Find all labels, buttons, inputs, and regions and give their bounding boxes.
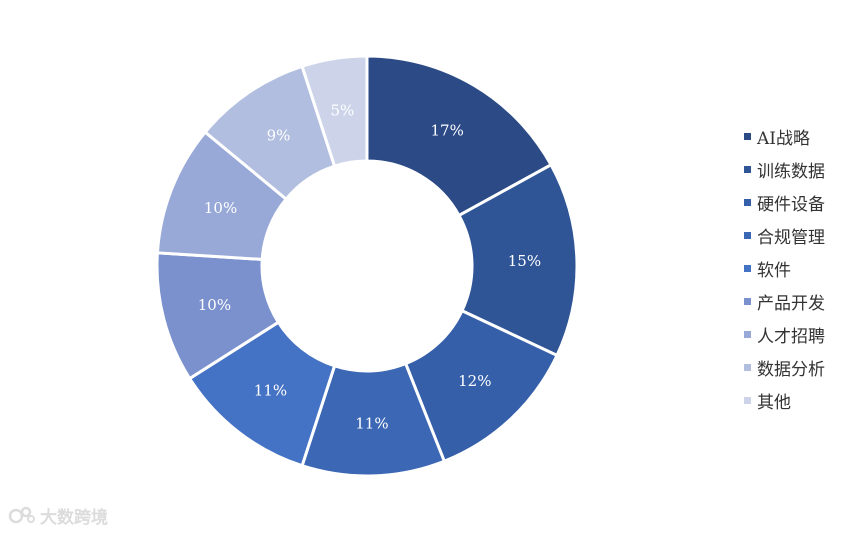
legend-label: 产品开发	[757, 294, 825, 314]
legend-item: 训练数据	[744, 153, 825, 186]
legend-item: 数据分析	[744, 351, 825, 384]
legend-label: 训练数据	[757, 162, 825, 182]
legend-label: 合规管理	[757, 228, 825, 248]
watermark: 大数跨境	[8, 503, 108, 528]
watermark-text: 大数跨境	[40, 508, 108, 528]
slice-data-label: 10%	[198, 296, 231, 314]
legend-item: 其他	[744, 384, 825, 417]
donut-slice	[365, 54, 554, 218]
slice-data-label: 9%	[267, 127, 291, 145]
legend-swatch	[744, 133, 751, 140]
slice-data-label: 5%	[330, 101, 354, 119]
legend-item: 人才招聘	[744, 318, 825, 351]
legend-swatch	[744, 298, 751, 305]
legend-swatch	[744, 265, 751, 272]
slice-data-label: 12%	[458, 372, 491, 390]
legend-item: 合规管理	[744, 219, 825, 252]
legend-swatch	[744, 199, 751, 206]
legend-item: 硬件设备	[744, 186, 825, 219]
legend-item: 产品开发	[744, 285, 825, 318]
legend-label: 人才招聘	[757, 327, 825, 347]
slice-data-label: 17%	[431, 121, 464, 139]
watermark-logo-icon	[8, 506, 35, 523]
legend-label: 数据分析	[757, 360, 825, 380]
legend-label: 其他	[757, 393, 791, 413]
slice-data-label: 15%	[508, 252, 541, 270]
slice-data-label: 11%	[254, 381, 287, 399]
slice-data-label: 10%	[204, 199, 237, 217]
legend-item: AI战略	[744, 120, 825, 153]
legend-swatch	[744, 232, 751, 239]
donut-slice	[456, 162, 579, 358]
legend-label: AI战略	[757, 129, 810, 149]
chart-legend: AI战略训练数据硬件设备合规管理软件产品开发人才招聘数据分析其他	[744, 120, 825, 417]
legend-label: 软件	[757, 261, 791, 281]
legend-swatch	[744, 397, 751, 404]
legend-item: 软件	[744, 252, 825, 285]
legend-swatch	[744, 331, 751, 338]
donut-slice	[300, 54, 369, 169]
legend-label: 硬件设备	[757, 195, 825, 215]
slice-data-label: 11%	[355, 414, 388, 432]
legend-swatch	[744, 166, 751, 173]
legend-swatch	[744, 364, 751, 371]
